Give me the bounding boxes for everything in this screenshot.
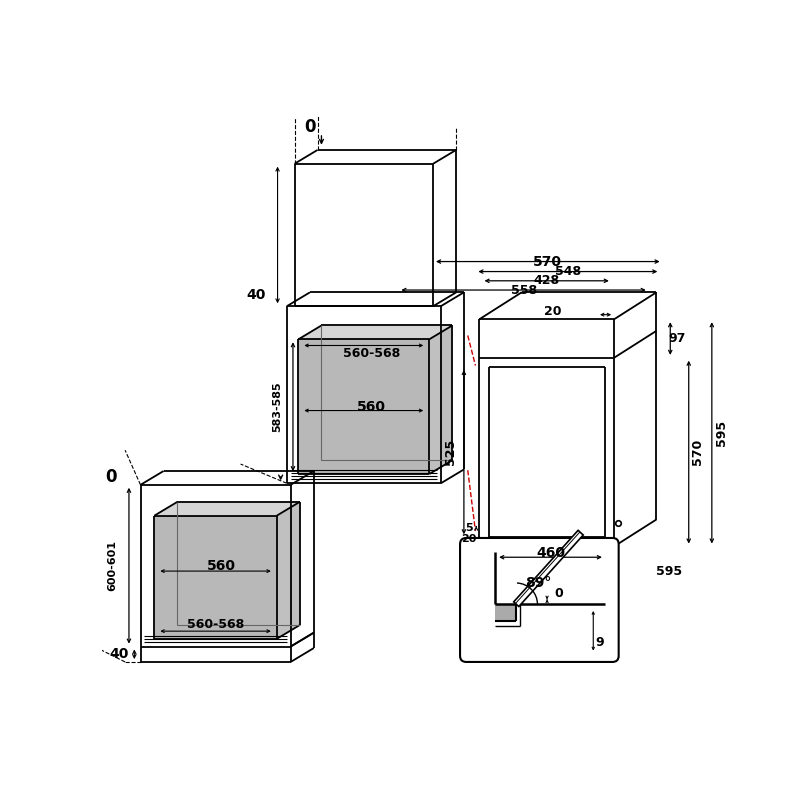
Text: 560: 560 bbox=[207, 558, 236, 573]
Polygon shape bbox=[298, 326, 452, 339]
Text: 20: 20 bbox=[461, 534, 476, 544]
Bar bbox=[298, 339, 430, 474]
Polygon shape bbox=[154, 502, 300, 516]
FancyBboxPatch shape bbox=[460, 538, 618, 662]
Text: 595: 595 bbox=[656, 566, 682, 578]
Text: 570: 570 bbox=[691, 439, 705, 466]
Text: 600-601: 600-601 bbox=[107, 540, 117, 591]
Text: 0: 0 bbox=[304, 118, 316, 136]
Text: 558: 558 bbox=[510, 283, 537, 297]
Text: 570: 570 bbox=[534, 254, 562, 269]
Text: 548: 548 bbox=[554, 265, 581, 278]
Text: 560-568: 560-568 bbox=[343, 346, 400, 360]
Text: 560: 560 bbox=[357, 400, 386, 414]
Bar bbox=[154, 516, 277, 639]
Text: 9: 9 bbox=[595, 636, 604, 650]
Text: 428: 428 bbox=[534, 274, 560, 287]
Text: 0: 0 bbox=[554, 587, 563, 600]
Text: 595: 595 bbox=[714, 420, 727, 446]
Bar bbox=[494, 604, 516, 621]
Text: 583-585: 583-585 bbox=[273, 382, 282, 432]
Text: 97: 97 bbox=[669, 332, 686, 345]
Text: 460: 460 bbox=[536, 546, 565, 560]
Polygon shape bbox=[277, 502, 300, 639]
Text: 40: 40 bbox=[110, 647, 129, 662]
Text: 20: 20 bbox=[544, 305, 562, 318]
Text: 0: 0 bbox=[106, 468, 117, 486]
Polygon shape bbox=[430, 326, 452, 474]
Polygon shape bbox=[514, 530, 583, 606]
Text: 525: 525 bbox=[443, 439, 457, 466]
Text: 89°: 89° bbox=[525, 576, 551, 590]
Text: 560-568: 560-568 bbox=[187, 618, 244, 631]
Text: 5: 5 bbox=[465, 523, 472, 533]
Text: 40: 40 bbox=[246, 288, 266, 302]
